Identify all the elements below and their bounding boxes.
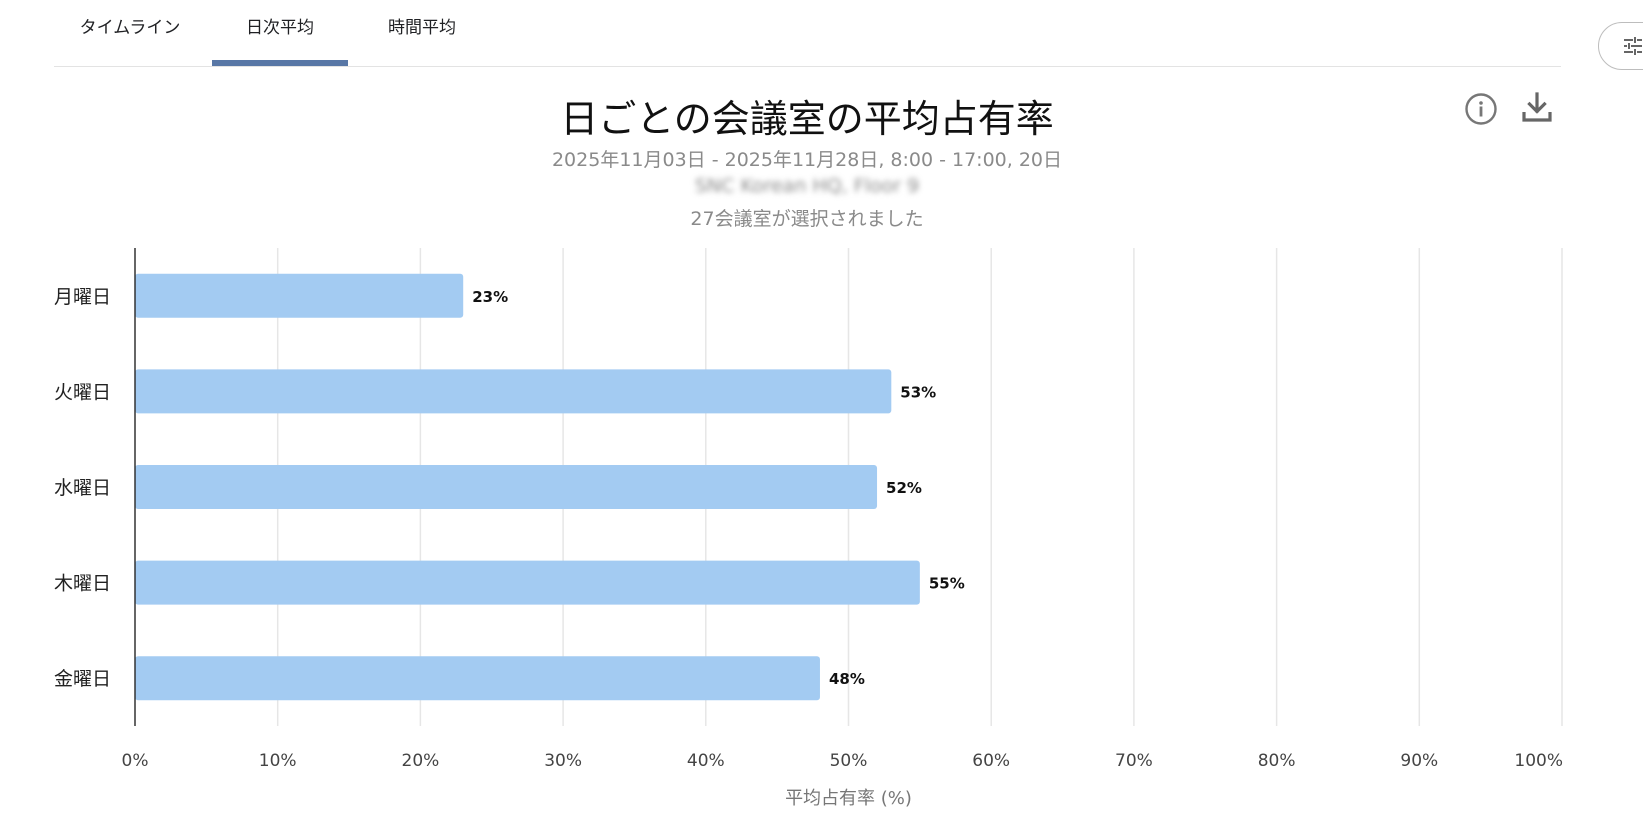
tab-hourly-average[interactable]: 時間平均	[388, 18, 456, 38]
data-label-1: 53%	[900, 383, 936, 401]
category-label-3: 木曜日	[54, 573, 111, 595]
tab-bar: タイムライン 日次平均 時間平均	[54, 0, 1561, 67]
bar-0	[135, 273, 464, 318]
data-label-2: 52%	[886, 479, 922, 497]
category-label-4: 金曜日	[54, 668, 111, 690]
date-range-subtitle: 2025年11月03日 - 2025年11月28日, 8:00 - 17:00,…	[551, 149, 1063, 171]
x-tick-label-100: 100%	[1514, 751, 1563, 771]
x-tick-label-70: 70%	[1115, 751, 1153, 771]
chart-title: 日ごとの会議室の平均占有率	[560, 97, 1054, 141]
x-tick-label-50: 50%	[830, 751, 868, 771]
category-label-0: 月曜日	[54, 286, 111, 308]
x-tick-label-30: 30%	[544, 751, 582, 771]
info-button[interactable]	[1464, 92, 1498, 126]
x-tick-label-0: 0%	[122, 751, 149, 771]
download-button[interactable]	[1520, 90, 1554, 124]
location-label: SNC Korean HQ, Floor 9	[694, 175, 920, 197]
tab-daily-average[interactable]: 日次平均	[212, 0, 348, 66]
category-label-2: 水曜日	[54, 477, 111, 499]
bar-1	[135, 369, 892, 414]
bar-4	[135, 656, 820, 701]
filter-button[interactable]	[1598, 22, 1643, 70]
data-label-4: 48%	[829, 670, 865, 688]
x-tick-label-40: 40%	[687, 751, 725, 771]
selection-count: 27会議室が選択されました	[690, 208, 924, 230]
data-label-0: 23%	[472, 288, 508, 306]
x-tick-label-10: 10%	[259, 751, 297, 771]
data-label-3: 55%	[929, 575, 965, 593]
bar-3	[135, 560, 920, 605]
x-tick-label-20: 20%	[402, 751, 440, 771]
download-icon	[1522, 92, 1552, 122]
x-tick-label-60: 60%	[972, 751, 1010, 771]
tab-timeline[interactable]: タイムライン	[79, 18, 181, 38]
x-tick-label-90: 90%	[1400, 751, 1438, 771]
filter-icon	[1624, 37, 1642, 55]
info-icon	[1465, 93, 1497, 125]
x-axis-label: 平均占有率 (%)	[785, 788, 912, 809]
category-label-1: 火曜日	[54, 381, 111, 403]
bar-2	[135, 465, 878, 509]
x-tick-label-80: 80%	[1258, 751, 1296, 771]
